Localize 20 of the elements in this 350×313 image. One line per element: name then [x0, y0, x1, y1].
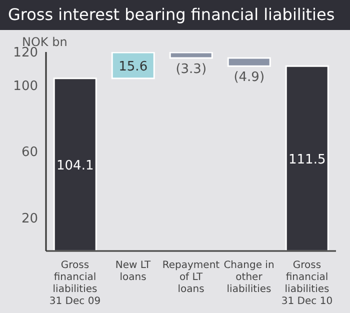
data-label: 15.6 [118, 59, 148, 74]
bar [53, 78, 97, 251]
bar [227, 57, 271, 67]
data-label: (4.9) [234, 70, 265, 86]
y-tick-label: 60 [21, 145, 38, 160]
bar [169, 52, 213, 59]
data-label: (3.3) [176, 62, 207, 77]
y-tick-label: 100 [13, 78, 38, 94]
bar [285, 65, 329, 251]
bar [111, 52, 155, 80]
data-label: 104.1 [56, 158, 94, 174]
x-tick-label: New LT loans [115, 260, 152, 283]
x-tick-label: Change in other liabilities [224, 260, 274, 295]
chart-title: Gross interest bearing financial liabilities [0, 0, 350, 30]
x-tick-label: Repayment of LT loans [162, 260, 220, 295]
x-tick-label: Gross financial liabilities 31 Dec 09 [49, 260, 101, 307]
y-tick-label: 120 [13, 46, 38, 61]
y-tick-label: 20 [21, 211, 38, 226]
x-tick-label: Gross financial liabilities 31 Dec 10 [281, 260, 333, 307]
data-label: 111.5 [288, 152, 326, 168]
